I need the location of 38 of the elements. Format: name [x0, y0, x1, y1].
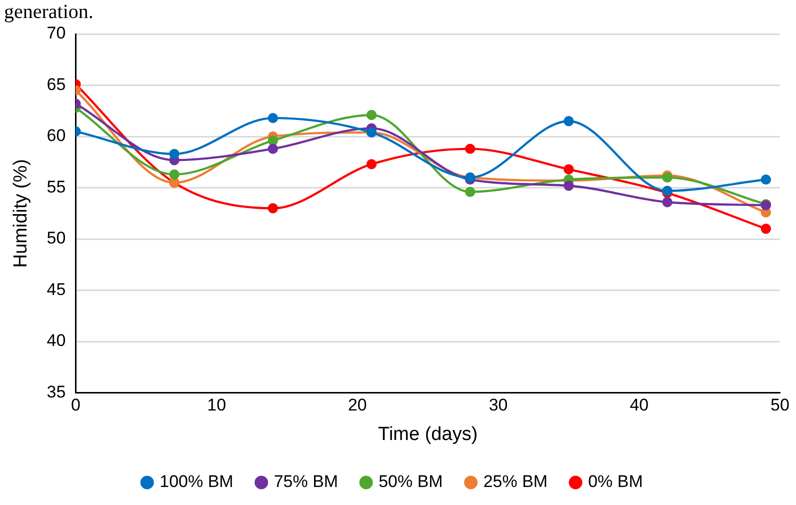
- legend-label: 100% BM: [160, 472, 234, 492]
- point: [760, 174, 772, 185]
- x-tick-label: 10: [207, 396, 226, 415]
- point: [564, 164, 574, 174]
- y-tick-label: 45: [46, 280, 66, 299]
- point: [465, 144, 476, 154]
- point: [268, 112, 278, 124]
- legend-label: 0% BM: [588, 472, 643, 492]
- legend-label: 75% BM: [274, 472, 338, 492]
- y-tick-label: 65: [46, 74, 66, 94]
- y-tick-label: 60: [46, 126, 66, 146]
- point: [564, 180, 574, 191]
- point: [564, 116, 574, 126]
- point: [268, 144, 278, 154]
- point: [268, 136, 278, 146]
- point: [366, 159, 377, 170]
- x-tick-label: 30: [488, 396, 508, 415]
- x-tick-label: 40: [630, 396, 649, 415]
- text: generation.: [4, 1, 94, 23]
- point: [366, 110, 377, 120]
- y-tick-label: 40: [46, 331, 66, 350]
- point: [760, 224, 772, 234]
- legend-label: 25% BM: [483, 472, 548, 492]
- x-axis-title: Time (days): [378, 424, 478, 445]
- y-axis-title: Humidity (%): [10, 159, 32, 268]
- y-tick-label: 55: [46, 177, 66, 196]
- y-tick-label: 70: [46, 24, 66, 43]
- x-tick-label: 20: [348, 396, 367, 415]
- y-tick-label: 35: [46, 382, 66, 402]
- y-tick-label: 50: [46, 228, 66, 248]
- x-tick-label: 0: [70, 396, 80, 415]
- point: [662, 197, 672, 208]
- legend-label: 50% BM: [378, 472, 443, 492]
- point: [268, 203, 278, 214]
- point: [465, 186, 476, 197]
- point: [169, 169, 180, 180]
- x-tick-label: 50: [770, 396, 790, 415]
- point: [169, 148, 180, 160]
